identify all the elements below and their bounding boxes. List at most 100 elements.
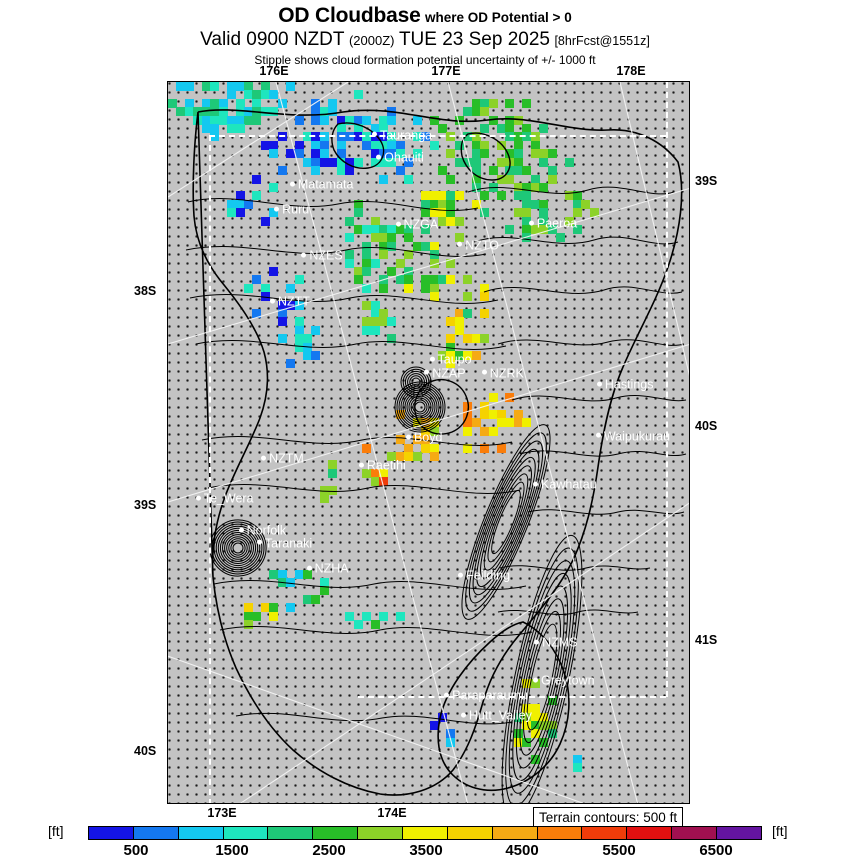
- place-name: Taranaki: [264, 535, 313, 550]
- colorbar-tick-label: 6500: [699, 842, 733, 859]
- cloudbase-cell: [370, 216, 380, 226]
- cloudbase-cell: [471, 418, 481, 428]
- cloudbase-cell: [463, 107, 473, 117]
- cloudbase-cell: [505, 418, 515, 428]
- colorbar[interactable]: [88, 826, 762, 840]
- place-name: NZMS: [542, 635, 578, 650]
- cloudbase-cell: [227, 82, 236, 91]
- cloudbase-cell: [227, 90, 236, 100]
- cloudbase-cell: [252, 98, 262, 108]
- cloudbase-cell: [345, 216, 355, 226]
- cloudbase-cell: [454, 191, 464, 201]
- cloudbase-cell: [395, 611, 405, 621]
- cloudbase-cell: [522, 233, 532, 243]
- cloudbase-cell: [513, 208, 523, 218]
- terrain-contour-ring: [411, 377, 421, 387]
- cloudbase-cell: [235, 191, 245, 201]
- place-name: Hastings: [604, 377, 654, 392]
- cloudbase-cell: [522, 124, 532, 133]
- cloudbase-cell: [437, 166, 447, 176]
- valid-time: Valid 0900 NZDT: [200, 29, 345, 51]
- colorbar-segment: [491, 827, 537, 839]
- place-name: NZTT: [277, 294, 310, 309]
- terrain-contour-path: [189, 294, 499, 304]
- terrain-contour-path: [467, 186, 675, 195]
- terrain-contour-ring: [480, 465, 532, 579]
- cloudbase-cells: [168, 82, 689, 803]
- cloudbase-cell: [564, 157, 574, 167]
- cloudbase-cell: [522, 166, 532, 176]
- cloudbase-cell: [513, 409, 523, 419]
- map-place-label: Tauranga: [371, 127, 432, 142]
- cloudbase-cell: [480, 426, 490, 436]
- cloudbase-cell: [311, 107, 321, 117]
- cloudbase-cell: [370, 325, 380, 335]
- terrain-contour-path: [187, 198, 479, 211]
- cloudbase-cell: [294, 317, 304, 327]
- cloudbase-cell: [387, 241, 397, 251]
- station-dot-icon: [301, 252, 307, 258]
- cloudbase-cell: [572, 199, 582, 209]
- cloudbase-cell: [412, 451, 422, 461]
- cloudbase-cell: [370, 224, 380, 234]
- cloudbase-cell: [497, 443, 506, 453]
- cloudbase-cell: [480, 409, 490, 419]
- weather-map[interactable]: Tauranga Ohauiti Matamata Ruru NZES NZTO Paero…: [167, 81, 690, 804]
- cloudbase-cell: [480, 98, 490, 108]
- cloudbase-cell: [328, 460, 338, 470]
- terrain-contour-ring: [526, 623, 558, 731]
- cloudbase-cell: [429, 241, 439, 251]
- cloudbase-cell: [243, 620, 253, 629]
- place-name: NZGA: [403, 217, 439, 232]
- cloudbase-cell: [454, 351, 464, 360]
- cloudbase-cell: [370, 300, 380, 310]
- cloudbase-cell: [480, 208, 490, 218]
- cloudbase-cell: [378, 283, 388, 293]
- terrain-contour-ring: [409, 375, 423, 389]
- cloudbase-cell: [277, 334, 287, 344]
- cloudbase-cell: [269, 107, 279, 117]
- cloudbase-cell: [260, 82, 270, 91]
- cloudbase-cell: [421, 241, 431, 251]
- cloudbase-cell: [437, 199, 447, 209]
- colorbar-segment: [177, 827, 223, 839]
- terrain-contour-ring: [465, 432, 547, 612]
- map-place-label: NZMS: [534, 635, 578, 650]
- map-place-label: Ohauiti: [376, 150, 424, 165]
- cloudbase-cell: [235, 208, 245, 218]
- cloudbase-cell: [404, 451, 414, 461]
- colorbar-segment: [312, 827, 358, 839]
- cloudbase-cell: [201, 115, 211, 125]
- cloudbase-cell: [311, 149, 321, 159]
- coastline-path: [212, 576, 381, 795]
- cloudbase-cell: [421, 224, 431, 234]
- axis-label: 41S: [695, 633, 718, 647]
- axis-label: 176E: [259, 64, 289, 78]
- cloudbase-cell: [446, 275, 456, 285]
- colorbar-segment: [132, 827, 178, 839]
- cloudbase-cell: [345, 611, 355, 621]
- station-dot-icon: [376, 154, 382, 160]
- colorbar-tick-label: 5500: [602, 842, 636, 859]
- cloudbase-cell: [353, 208, 363, 218]
- cloudbase-cell: [488, 393, 498, 403]
- colorbar-segment: [402, 827, 447, 839]
- terrain-contour-ring: [501, 534, 583, 803]
- cloudbase-cell: [370, 317, 380, 327]
- colorbar-segment: [626, 827, 672, 839]
- map-place-label: Hutt_Valley: [460, 708, 532, 723]
- coastline-path: [331, 122, 385, 169]
- cloudbase-cell: [530, 199, 540, 209]
- cloudbase-cell: [378, 224, 388, 234]
- cloudbase-cell: [429, 115, 439, 125]
- cloudbase-cell: [556, 233, 565, 243]
- cloudbase-cell: [362, 468, 371, 478]
- cloudbase-cell: [353, 267, 363, 276]
- terrain-contour-ring: [515, 585, 569, 769]
- cloudbase-cell: [184, 98, 194, 108]
- terrain-contour-path: [185, 246, 487, 257]
- terrain-contour-ring: [505, 547, 579, 803]
- map-place-label: Raetihi: [358, 458, 406, 473]
- cloudbase-cell: [218, 98, 228, 108]
- cloudbase-cell: [522, 208, 532, 218]
